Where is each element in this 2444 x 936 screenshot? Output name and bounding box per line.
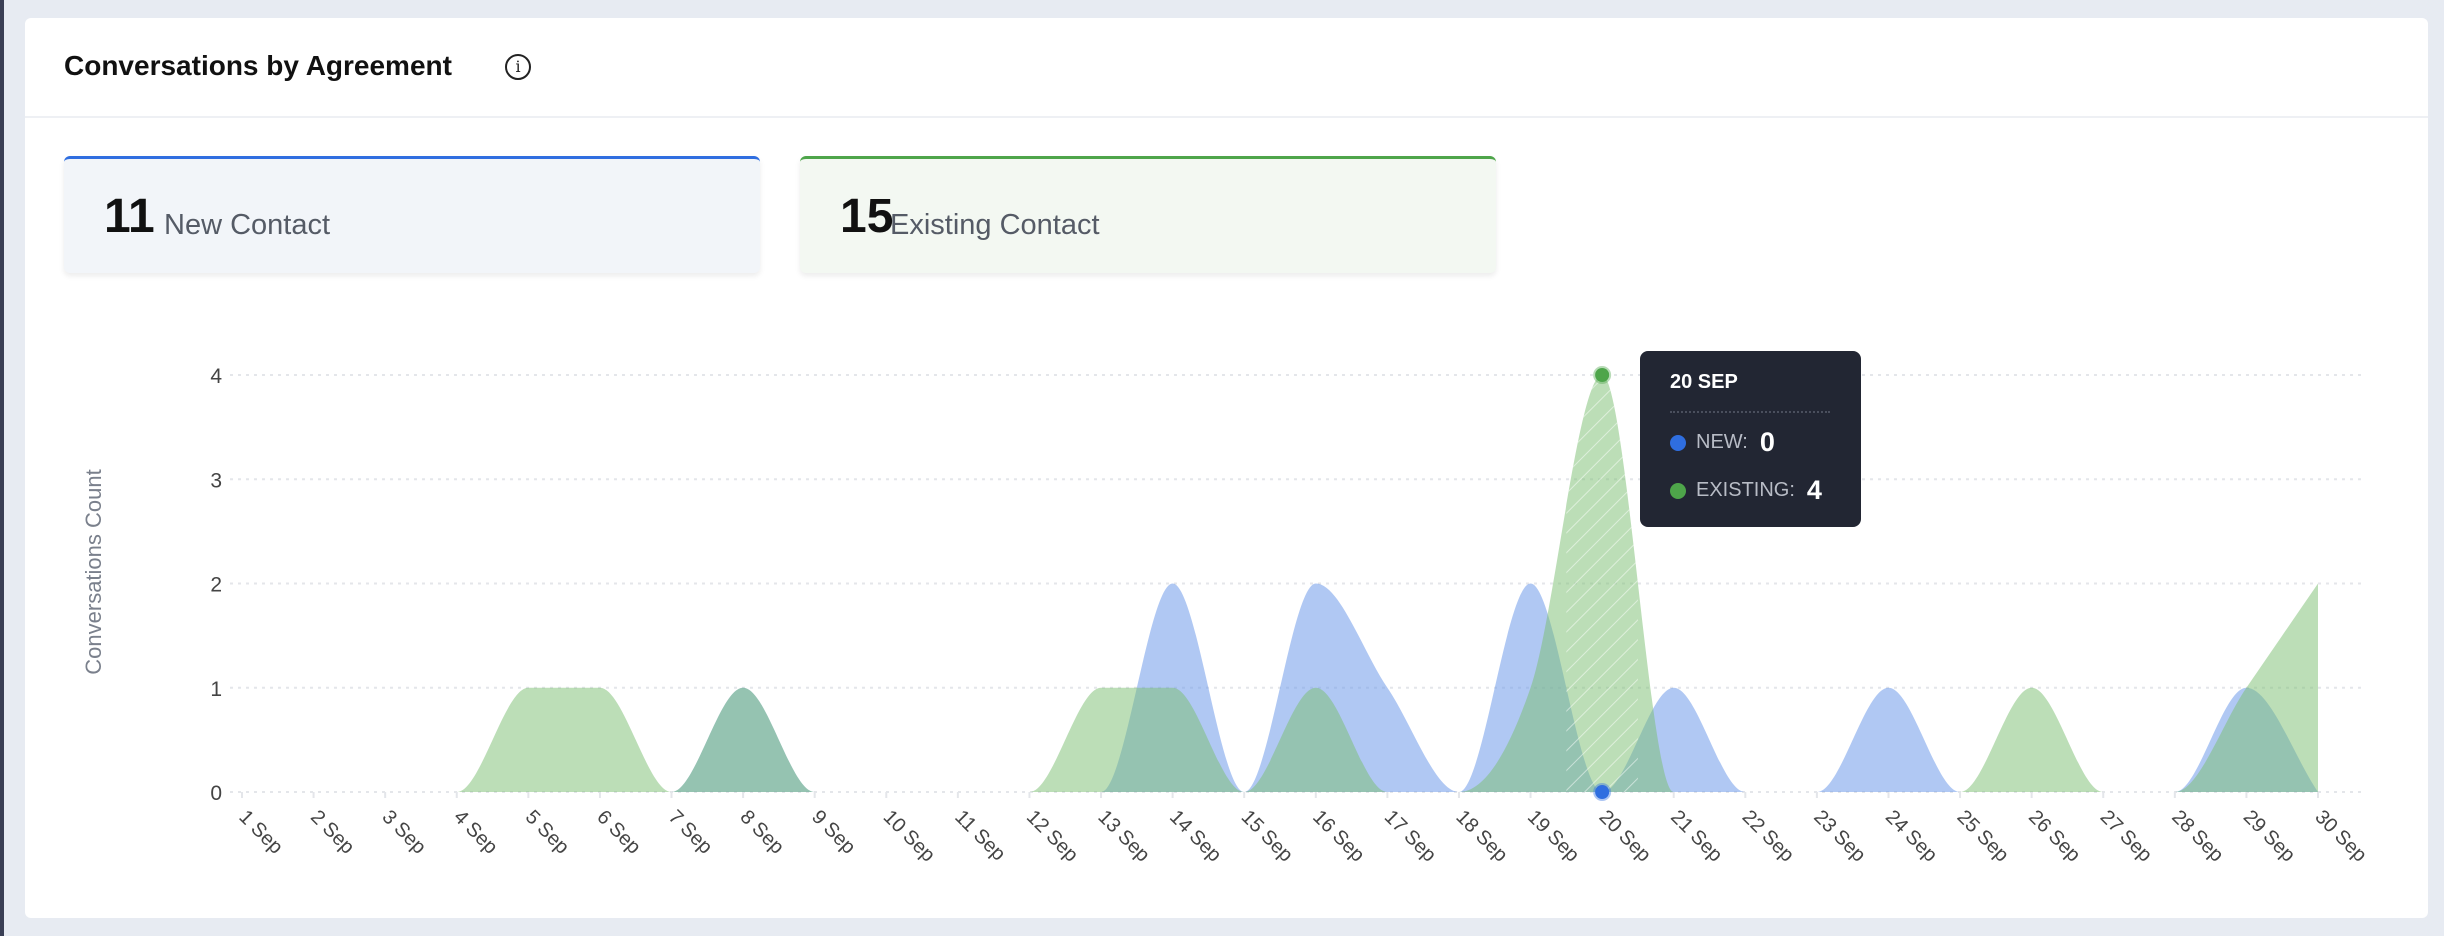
y-tick-label: 4 xyxy=(210,365,222,388)
x-tick-label: 25 Sep xyxy=(1953,806,2013,866)
x-tick-label: 17 Sep xyxy=(1380,806,1440,866)
tooltip-new-label: NEW: xyxy=(1696,431,1748,453)
existing-contact-label: Existing Contact xyxy=(890,209,1100,241)
x-tick-label: 15 Sep xyxy=(1237,806,1297,866)
x-tick-label: 9 Sep xyxy=(807,806,860,859)
x-tick-label: 19 Sep xyxy=(1523,806,1583,866)
new-contact-stat[interactable]: 11 New Contact xyxy=(64,156,760,273)
x-tick-label: 29 Sep xyxy=(2239,806,2299,866)
x-tick-label: 7 Sep xyxy=(664,806,717,859)
new-contact-count: 11 xyxy=(104,190,155,243)
marker-new xyxy=(1593,783,1612,801)
tooltip-new-value: 0 xyxy=(1759,427,1775,457)
x-tick-label: 30 Sep xyxy=(2310,806,2370,866)
x-tick-label: 1 Sep xyxy=(234,806,287,859)
y-tick-label: 3 xyxy=(210,469,222,492)
x-tick-label: 11 Sep xyxy=(950,806,1009,865)
x-tick-label: 21 Sep xyxy=(1666,806,1726,866)
x-tick-label: 20 Sep xyxy=(1595,806,1655,866)
marker-existing xyxy=(1593,366,1612,384)
hover-hatch xyxy=(1566,375,1638,792)
x-tick-label: 12 Sep xyxy=(1022,806,1082,866)
x-tick-label: 28 Sep xyxy=(2167,806,2227,866)
y-axis-label: Conversations Count xyxy=(81,469,106,674)
x-tick-label: 23 Sep xyxy=(1809,806,1869,866)
existing-dot-icon xyxy=(1670,482,1686,499)
card-title: Conversations by Agreement xyxy=(64,50,452,81)
x-tick-label: 6 Sep xyxy=(592,806,645,859)
x-tick-label: 4 Sep xyxy=(449,806,502,859)
x-tick-label: 3 Sep xyxy=(378,806,431,859)
card-header: Conversations by Agreement i xyxy=(25,18,2428,118)
x-tick-label: 16 Sep xyxy=(1308,806,1368,866)
y-tick-label: 0 xyxy=(210,782,222,805)
y-tick-label: 1 xyxy=(210,678,222,701)
x-tick-label: 14 Sep xyxy=(1165,806,1225,866)
x-tick-label: 22 Sep xyxy=(1738,806,1798,866)
x-tick-label: 24 Sep xyxy=(1881,806,1941,866)
x-tick-label: 26 Sep xyxy=(2024,806,2084,866)
tooltip-row-existing: EXISTING: 4 xyxy=(1670,475,1822,506)
x-tick-label: 27 Sep xyxy=(2096,806,2156,866)
x-tick-label: 2 Sep xyxy=(306,806,359,859)
existing-contact-count: 15 xyxy=(840,190,894,243)
chart-tooltip: 20 SEP NEW: 0 EXISTING: 4 xyxy=(1640,351,1861,527)
y-tick-label: 2 xyxy=(210,574,222,597)
info-icon[interactable]: i xyxy=(505,54,531,80)
tooltip-divider xyxy=(1670,411,1830,413)
new-contact-label: New Contact xyxy=(164,209,331,241)
tooltip-date: 20 SEP xyxy=(1670,371,1738,393)
existing-contact-stat[interactable]: 15 Existing Contact xyxy=(800,156,1496,273)
x-tick-label: 10 Sep xyxy=(879,806,939,866)
x-tick-label: 13 Sep xyxy=(1093,806,1153,866)
left-edge xyxy=(0,0,4,936)
tooltip-existing-value: 4 xyxy=(1806,475,1822,505)
x-tick-label: 8 Sep xyxy=(736,806,789,859)
tooltip-existing-label: EXISTING: xyxy=(1696,479,1795,501)
x-tick-label: 5 Sep xyxy=(521,806,574,859)
x-tick-label: 18 Sep xyxy=(1451,806,1511,866)
tooltip-row-new: NEW: 0 xyxy=(1670,427,1775,458)
new-dot-icon xyxy=(1670,434,1686,451)
